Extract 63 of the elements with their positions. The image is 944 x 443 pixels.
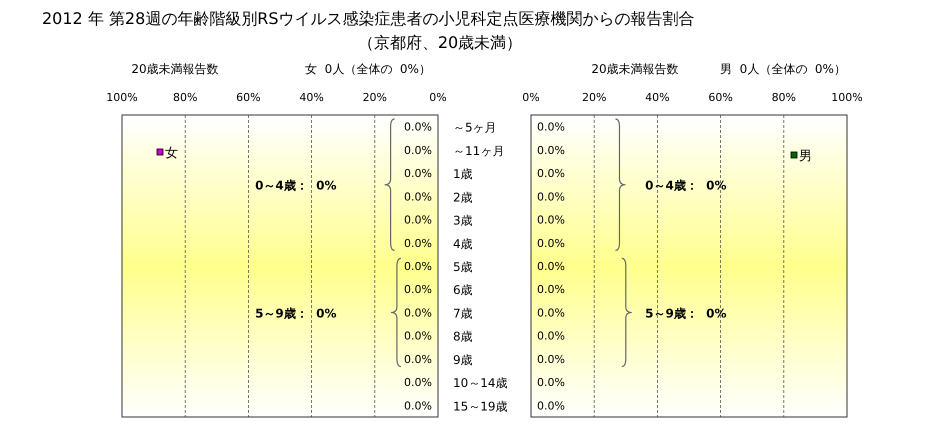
data-label: 0.0% <box>404 306 432 320</box>
data-label: 0.0% <box>537 376 565 390</box>
text: 20歳未満報告数 <box>131 62 219 76</box>
data-label: 0.0% <box>537 120 565 134</box>
y-tick-label: 5歳 <box>453 260 473 274</box>
annotation: 5～9歳： 0% <box>645 306 727 320</box>
y-tick-label: 7歳 <box>453 306 473 320</box>
data-label: 0.0% <box>404 144 432 157</box>
data-label: 0.0% <box>537 214 565 227</box>
x-tick-label: 0% <box>522 91 540 104</box>
data-label: 0.0% <box>404 352 432 366</box>
y-tick-label: ～11ヶ月 <box>453 144 504 158</box>
y-tick-label: 6歳 <box>453 283 473 298</box>
text: 20歳未満報告数 <box>591 62 679 76</box>
data-label: 0.0% <box>404 283 432 296</box>
data-label: 0.0% <box>404 260 432 273</box>
data-label: 0.0% <box>537 167 565 180</box>
annotation: 0～4歳： 0% <box>255 178 337 193</box>
data-label: 0.0% <box>404 399 432 412</box>
x-tick-label: 20% <box>362 91 388 104</box>
data-label: 0.0% <box>404 167 432 180</box>
text: 女 0人（全体の 0%） <box>305 62 431 76</box>
x-tick-label: 20% <box>582 91 606 104</box>
y-tick-label: 3歳 <box>453 214 473 228</box>
data-label: 0.0% <box>537 236 565 250</box>
legend-label: 女 <box>165 146 178 161</box>
text: 男 0人（全体の 0%） <box>720 62 846 76</box>
annotation: 0～4歳： 0% <box>645 178 727 193</box>
y-tick-label: 8歳 <box>453 330 473 344</box>
data-label: 0.0% <box>537 144 565 157</box>
y-tick-label: 2歳 <box>453 190 473 204</box>
data-label: 0.0% <box>404 190 432 204</box>
y-tick-label: 4歳 <box>453 236 473 251</box>
y-tick-label: 9歳 <box>453 352 473 367</box>
data-label: 0.0% <box>537 399 565 412</box>
data-label: 0.0% <box>537 352 565 366</box>
legend-label: 男 <box>799 149 812 164</box>
x-tick-label: 60% <box>708 91 733 104</box>
x-tick-label: 40% <box>299 91 324 104</box>
y-tick-label: 15～19歳 <box>453 399 508 414</box>
x-tick-label: 80% <box>172 91 198 104</box>
chart-subtitle: （京都府、20歳未満） <box>358 33 522 52</box>
y-tick-label: 1歳 <box>453 167 473 182</box>
y-tick-label: 10～14歳 <box>453 376 508 390</box>
x-tick-label: 0% <box>429 91 447 104</box>
x-tick-label: 100% <box>106 91 138 104</box>
x-tick-label: 100% <box>831 91 863 104</box>
x-tick-label: 40% <box>645 91 670 104</box>
x-tick-label: 80% <box>772 91 796 104</box>
data-label: 0.0% <box>537 306 565 320</box>
data-label: 0.0% <box>404 330 432 343</box>
data-label: 0.0% <box>537 330 565 343</box>
annotation: 5～9歳： 0% <box>255 306 337 320</box>
data-label: 0.0% <box>404 120 432 134</box>
data-label: 0.0% <box>404 236 432 250</box>
data-label: 0.0% <box>537 190 565 204</box>
data-label: 0.0% <box>537 260 565 273</box>
data-label: 0.0% <box>404 376 432 390</box>
data-label: 0.0% <box>404 214 432 227</box>
data-label: 0.0% <box>537 283 565 296</box>
x-tick-label: 60% <box>236 91 261 104</box>
chart-title: 2012 年 第28週の年齢階級別RSウイルス感染症患者の小児科定点医療機関からの報告割合 <box>42 9 695 28</box>
y-tick-label: ～5ヶ月 <box>453 120 497 135</box>
